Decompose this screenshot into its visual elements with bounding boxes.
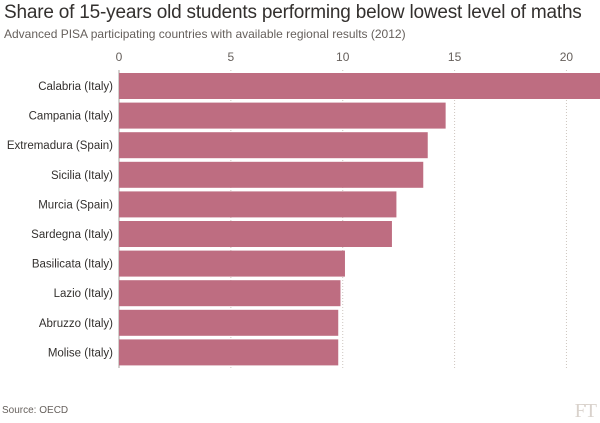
x-tick-label: 0 bbox=[116, 50, 123, 64]
category-label: Basilicata (Italy) bbox=[32, 259, 113, 271]
category-label: Abruzzo (Italy) bbox=[39, 318, 113, 330]
x-tick-label: 10 bbox=[336, 50, 350, 64]
category-label: Molise (Italy) bbox=[48, 347, 113, 359]
source-note: Source: OECD bbox=[2, 405, 69, 416]
chart-subtitle: Advanced PISA participating countries wi… bbox=[4, 27, 406, 41]
bar bbox=[119, 221, 392, 247]
bar bbox=[119, 309, 339, 336]
category-label: Sicilia (Italy) bbox=[51, 170, 113, 182]
x-tick-label: 20 bbox=[560, 50, 574, 64]
category-label: Campania (Italy) bbox=[29, 111, 114, 123]
bar bbox=[119, 250, 345, 277]
category-label: Sardegna (Italy) bbox=[31, 229, 113, 241]
category-label: Extremadura (Spain) bbox=[7, 140, 113, 152]
bar bbox=[119, 280, 341, 307]
x-tick-label: 5 bbox=[228, 50, 235, 64]
category-label: Murcia (Spain) bbox=[38, 199, 113, 211]
bar bbox=[119, 339, 339, 366]
bar bbox=[119, 73, 600, 99]
bar bbox=[119, 191, 397, 218]
category-label: Lazio (Italy) bbox=[54, 288, 114, 300]
x-tick-label: 15 bbox=[448, 50, 462, 64]
bar bbox=[119, 132, 428, 159]
bar bbox=[119, 161, 424, 188]
ft-logo: FT bbox=[574, 400, 597, 422]
category-label: Calabria (Italy) bbox=[38, 81, 113, 93]
bar bbox=[119, 102, 446, 129]
chart-title: Share of 15-years old students performin… bbox=[4, 2, 582, 23]
